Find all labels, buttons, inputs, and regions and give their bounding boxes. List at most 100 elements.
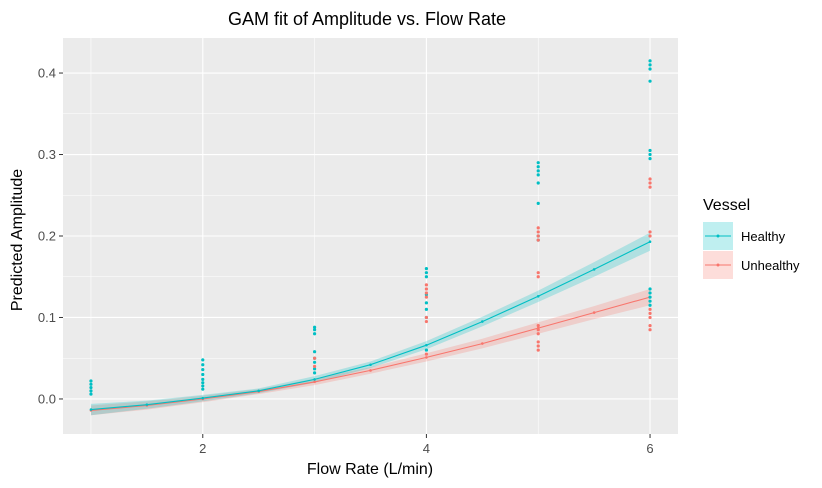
data-point-healthy bbox=[536, 173, 540, 177]
data-point-healthy bbox=[89, 382, 93, 386]
data-point-healthy bbox=[201, 381, 205, 385]
data-point-healthy bbox=[312, 371, 317, 375]
data-point-healthy bbox=[648, 148, 652, 153]
data-point-healthy bbox=[536, 165, 540, 169]
fit-point-healthy bbox=[257, 389, 260, 393]
legend-title: Vessel bbox=[703, 197, 750, 214]
legend-label-unhealthy: Unhealthy bbox=[741, 258, 800, 273]
fit-point-unhealthy bbox=[425, 356, 428, 359]
data-point-healthy bbox=[201, 363, 205, 367]
data-point-healthy bbox=[424, 348, 429, 352]
data-point-healthy bbox=[648, 287, 652, 291]
y-axis-ticks: 0.0 0.1 0.2 0.3 0.4 bbox=[38, 66, 63, 406]
data-point-unhealthy bbox=[312, 364, 317, 368]
fit-point-healthy bbox=[481, 320, 484, 323]
x-tick-label: 6 bbox=[646, 441, 653, 456]
data-point-healthy bbox=[201, 372, 205, 377]
fit-point-healthy bbox=[313, 378, 316, 381]
data-point-unhealthy bbox=[424, 283, 429, 287]
data-point-unhealthy bbox=[424, 352, 429, 356]
data-point-healthy bbox=[312, 350, 317, 354]
data-point-healthy bbox=[648, 303, 652, 307]
data-point-healthy bbox=[648, 152, 652, 157]
fit-point-healthy bbox=[201, 396, 205, 400]
data-point-healthy bbox=[536, 169, 540, 173]
data-point-unhealthy bbox=[536, 324, 540, 328]
fit-point-healthy bbox=[369, 363, 372, 367]
fit-point-healthy bbox=[592, 268, 596, 271]
legend-item-healthy: Healthy bbox=[703, 222, 786, 250]
legend: Vessel Healthy Unhealthy bbox=[703, 197, 800, 279]
data-point-unhealthy bbox=[536, 332, 540, 336]
data-point-healthy bbox=[648, 295, 652, 299]
data-point-unhealthy bbox=[536, 271, 540, 275]
chart-title: GAM fit of Amplitude vs. Flow Rate bbox=[228, 9, 506, 29]
data-point-unhealthy bbox=[648, 328, 652, 332]
fit-point-healthy bbox=[89, 408, 93, 411]
data-point-unhealthy bbox=[424, 287, 429, 291]
legend-item-unhealthy: Unhealthy bbox=[703, 251, 800, 279]
data-point-unhealthy bbox=[648, 230, 652, 234]
data-point-unhealthy bbox=[536, 234, 540, 238]
data-point-unhealthy bbox=[536, 238, 540, 242]
data-point-healthy bbox=[424, 266, 429, 271]
data-point-healthy bbox=[312, 328, 317, 332]
x-tick-label: 4 bbox=[423, 441, 430, 456]
y-axis-title: Predicted Amplitude bbox=[9, 169, 26, 311]
data-point-healthy bbox=[312, 325, 317, 329]
fit-point-healthy bbox=[536, 294, 540, 298]
data-point-healthy bbox=[648, 156, 652, 161]
data-point-healthy bbox=[424, 301, 429, 305]
fit-point-healthy bbox=[425, 343, 428, 347]
y-tick-label: 0.0 bbox=[38, 391, 56, 406]
data-point-healthy bbox=[201, 368, 205, 372]
data-point-healthy bbox=[312, 367, 317, 371]
fit-point-unhealthy bbox=[369, 369, 372, 372]
data-point-healthy bbox=[536, 201, 540, 206]
data-point-healthy bbox=[89, 392, 93, 396]
data-point-healthy bbox=[424, 271, 429, 275]
x-axis-title: Flow Rate (L/min) bbox=[307, 461, 433, 478]
fit-point-unhealthy bbox=[592, 311, 596, 314]
data-point-unhealthy bbox=[648, 311, 652, 316]
y-tick-label: 0.1 bbox=[38, 310, 56, 325]
data-point-unhealthy bbox=[648, 315, 652, 320]
data-point-healthy bbox=[536, 181, 540, 185]
data-point-healthy bbox=[424, 275, 429, 279]
data-point-healthy bbox=[648, 63, 652, 67]
data-point-healthy bbox=[648, 299, 652, 303]
fit-lines bbox=[89, 240, 652, 412]
data-point-healthy bbox=[648, 67, 652, 71]
data-point-unhealthy bbox=[648, 177, 652, 181]
data-point-healthy bbox=[201, 377, 205, 382]
data-point-unhealthy bbox=[648, 185, 652, 189]
data-point-healthy bbox=[312, 332, 317, 336]
legend-key-point-healthy bbox=[716, 234, 720, 238]
confidence-band-unhealthy bbox=[91, 289, 650, 416]
data-point-healthy bbox=[89, 379, 93, 383]
data-point-unhealthy bbox=[648, 181, 652, 185]
data-point-unhealthy bbox=[536, 275, 540, 279]
data-point-unhealthy bbox=[536, 344, 540, 348]
data-point-healthy bbox=[424, 307, 429, 311]
data-point-unhealthy bbox=[536, 348, 540, 352]
data-point-unhealthy bbox=[648, 324, 652, 328]
data-point-unhealthy bbox=[648, 307, 652, 311]
data-point-unhealthy bbox=[424, 319, 429, 324]
fit-point-healthy bbox=[648, 240, 652, 244]
data-point-unhealthy bbox=[424, 291, 429, 295]
data-point-unhealthy bbox=[312, 356, 317, 360]
data-point-healthy bbox=[89, 385, 93, 390]
data-point-unhealthy bbox=[424, 295, 429, 299]
fit-point-unhealthy bbox=[313, 380, 316, 384]
data-point-healthy bbox=[89, 389, 93, 393]
data-point-healthy bbox=[312, 360, 317, 364]
data-point-healthy bbox=[648, 79, 652, 83]
data-point-unhealthy bbox=[536, 226, 540, 230]
data-point-healthy bbox=[201, 358, 205, 362]
y-tick-label: 0.2 bbox=[38, 229, 56, 244]
data-point-unhealthy bbox=[536, 328, 540, 332]
fit-point-healthy bbox=[145, 403, 149, 406]
x-axis-ticks: 2 4 6 bbox=[199, 434, 654, 456]
